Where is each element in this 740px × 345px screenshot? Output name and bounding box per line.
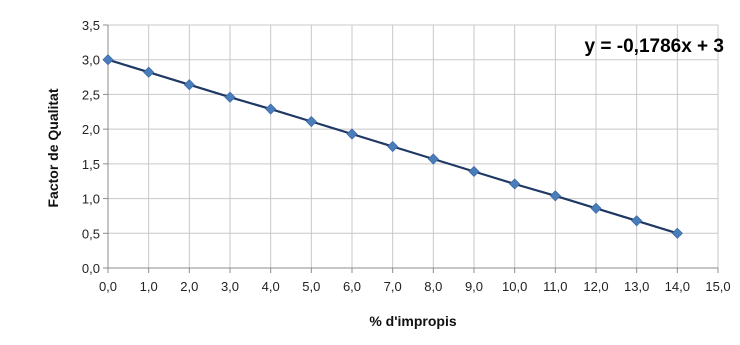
x-tick-label: 13,0 [624, 279, 649, 294]
x-tick-label: 1,0 [140, 279, 158, 294]
data-point-marker [671, 227, 683, 239]
data-point-marker [549, 190, 561, 202]
axes [103, 24, 719, 273]
y-axis-title: Factor de Qualitat [45, 88, 61, 207]
y-tick-label: 1,0 [82, 192, 100, 207]
x-tick-label: 2,0 [180, 279, 198, 294]
x-tick-label: 5,0 [302, 279, 320, 294]
data-point-marker [509, 178, 521, 190]
trendline-equation: y = -0,1786x + 3 [585, 36, 724, 57]
x-tick-label: 14,0 [665, 279, 690, 294]
x-tick-label: 15,0 [705, 279, 730, 294]
data-point-marker [265, 103, 277, 115]
y-tick-label: 1,5 [82, 157, 100, 172]
x-tick-label: 12,0 [583, 279, 608, 294]
x-tick-label: 8,0 [424, 279, 442, 294]
data-point-marker [143, 66, 155, 78]
y-tick-label: 3,0 [82, 53, 100, 68]
series-group [102, 54, 683, 239]
x-tick-label: 10,0 [502, 279, 527, 294]
x-tick-label: 7,0 [384, 279, 402, 294]
data-point-marker [102, 54, 114, 66]
data-point-marker [468, 165, 480, 178]
grid [107, 24, 719, 269]
y-tick-label: 0,0 [82, 261, 100, 276]
x-tick-label: 6,0 [343, 279, 361, 294]
y-tick-label: 0,5 [82, 226, 100, 241]
data-point-marker [183, 79, 195, 91]
x-tick-label: 9,0 [465, 279, 483, 294]
y-tick-label: 3,5 [82, 18, 100, 33]
tick-labels: 0,0 1,0 2,0 3,0 4,0 5,0 6,0 7,0 8,0 9,0 10,0 11,0 12… [82, 18, 731, 294]
data-point-marker [346, 128, 358, 140]
data-point-marker [224, 91, 236, 103]
x-tick-label: 0,0 [99, 279, 117, 294]
data-point-marker [631, 215, 643, 227]
x-tick-label: 3,0 [221, 279, 239, 294]
y-tick-label: 2,5 [82, 87, 100, 102]
data-point-marker [387, 140, 399, 153]
data-point-marker [427, 153, 439, 165]
x-axis-title: % d'impropis [369, 313, 457, 329]
data-point-marker [305, 115, 317, 128]
x-tick-label: 11,0 [543, 279, 567, 294]
data-point-marker [590, 202, 602, 214]
y-tick-label: 2,0 [82, 122, 100, 137]
x-tick-label: 4,0 [262, 279, 280, 294]
